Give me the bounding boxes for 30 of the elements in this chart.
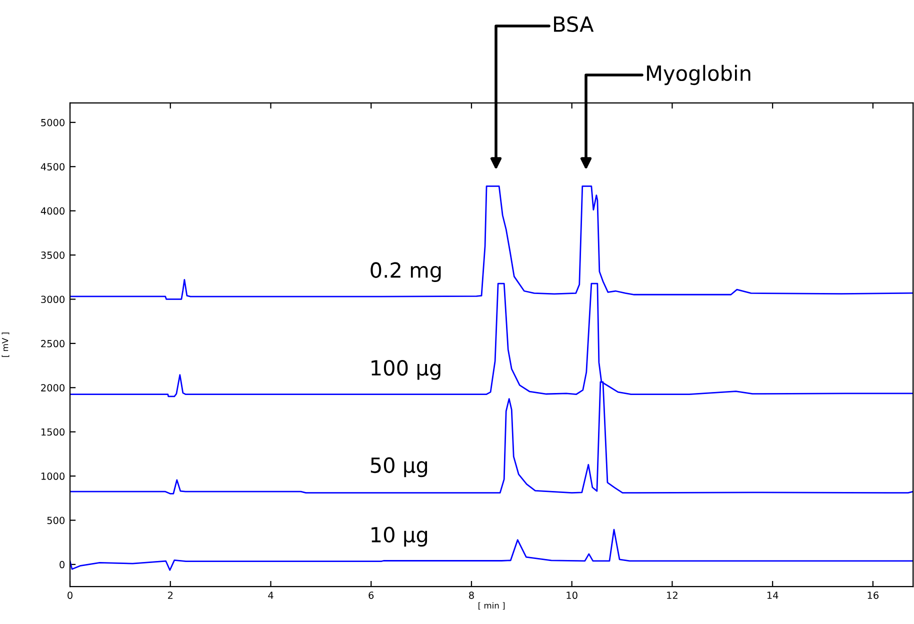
- y-tick-label: 2500: [41, 340, 65, 348]
- y-tick-label: 4500: [40, 163, 65, 170]
- x-tick-label: 4: [268, 592, 274, 599]
- x-tick-label: 12: [667, 592, 678, 599]
- y-axis-title: [ mV ]: [2, 332, 10, 357]
- x-tick-label: 6: [368, 592, 374, 599]
- line-series: [70, 185, 914, 300]
- y-tick-label: 3000: [41, 296, 65, 304]
- y-tick-label: 4000: [40, 207, 65, 215]
- x-tick-label: 14: [767, 592, 778, 599]
- y-tick-label: 3500: [41, 252, 65, 259]
- series-label: 50 µg: [370, 457, 428, 478]
- x-tick-label: 8: [469, 592, 474, 599]
- series-label: 10 µg: [372, 526, 428, 547]
- x-tick-label: 0: [68, 592, 72, 599]
- series-label: 0.2 mg: [370, 262, 441, 282]
- y-tick-label: 1000: [41, 472, 65, 480]
- x-tick-label: 2: [168, 592, 172, 599]
- y-tick-label: 1500: [41, 428, 65, 436]
- series-label: 100 µg: [372, 360, 440, 380]
- text: Myoglobin: [647, 64, 750, 86]
- y-tick-label: 5000: [41, 118, 65, 126]
- y-tick-label: 0: [60, 560, 65, 568]
- x-tick-label: 10: [566, 592, 578, 599]
- text: BSA: [554, 16, 594, 32]
- x-tick-label: 16: [868, 592, 879, 599]
- line-series: [70, 528, 914, 571]
- y-tick-label: 500: [47, 516, 65, 524]
- x-axis-title: [ min ]: [478, 602, 505, 610]
- y-tick-label: 2000: [41, 384, 65, 392]
